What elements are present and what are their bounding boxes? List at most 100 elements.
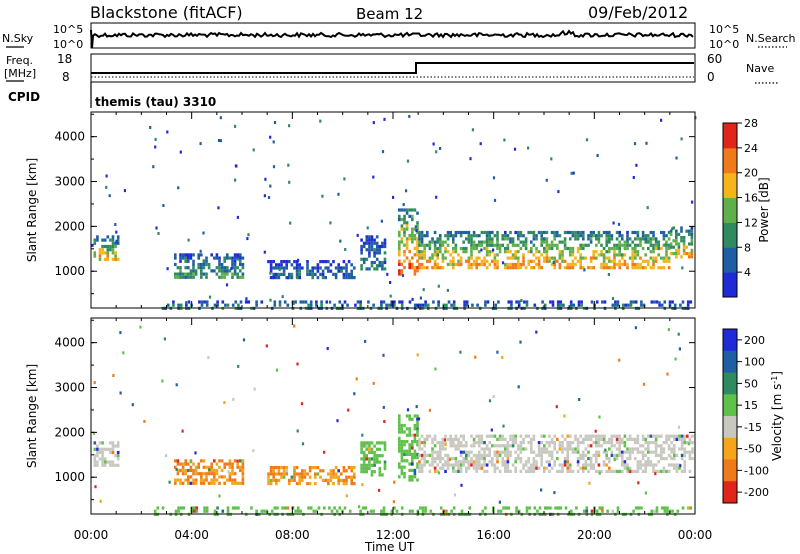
echo-pixel [179, 253, 182, 257]
echo-pixel [688, 450, 692, 454]
echo-pixel [298, 478, 301, 482]
echo-pixel [513, 147, 517, 151]
echo-pixel [383, 447, 387, 451]
echo-pixel [514, 262, 517, 267]
echo-pixel [566, 262, 569, 267]
echo-pixel [398, 427, 401, 431]
echo-pixel [569, 300, 573, 304]
echo-pixel [690, 226, 694, 230]
echo-pixel [398, 475, 401, 479]
echo-pixel [602, 441, 606, 445]
echo-pixel [532, 237, 536, 241]
echo-pixel [390, 300, 394, 304]
echo-pixel [96, 444, 99, 448]
echo-pixel [218, 259, 221, 263]
echo-pixel [488, 237, 491, 241]
echo-pixel [480, 248, 483, 252]
echo-pixel [670, 463, 673, 467]
echo-pixel [413, 427, 417, 431]
echo-pixel [392, 195, 395, 199]
echo-pixel [213, 472, 216, 476]
echo-pixel [337, 482, 340, 486]
echo-pixel [594, 429, 597, 433]
echo-pixel [532, 230, 536, 235]
echo-pixel [653, 509, 656, 513]
echo-pixel [467, 266, 471, 270]
echo-pixel [103, 460, 107, 464]
echo-pixel [647, 460, 650, 464]
echo-pixel [381, 264, 384, 268]
echo-pixel [373, 254, 376, 258]
echo-pixel [618, 469, 621, 473]
echo-pixel [378, 441, 382, 445]
echo-pixel [506, 246, 510, 251]
echo-pixel [296, 506, 300, 510]
echo-pixel [226, 272, 229, 276]
echo-pixel [571, 259, 575, 263]
echo-pixel [431, 437, 434, 441]
echo-pixel [373, 238, 376, 242]
echo-pixel [644, 234, 647, 238]
echo-pixel [372, 121, 375, 125]
echo-pixel [558, 234, 562, 238]
echo-pixel [416, 269, 419, 273]
echo-pixel [277, 263, 281, 267]
echo-pixel [691, 441, 694, 445]
echo-pixel [498, 450, 502, 454]
echo-pixel [524, 463, 528, 467]
echo-pixel [452, 262, 455, 267]
echo-pixel [444, 246, 447, 251]
echo-pixel [181, 253, 185, 257]
echo-pixel [413, 269, 417, 273]
echo-pixel [454, 250, 458, 254]
echo-pixel [350, 272, 353, 276]
echo-pixel [260, 509, 264, 513]
echo-pixel [602, 253, 606, 257]
echo-pixel [179, 478, 182, 482]
echo-pixel [563, 463, 567, 467]
echo-pixel [597, 450, 601, 454]
echo-pixel [465, 450, 468, 454]
echo-pixel [308, 482, 312, 486]
echo-pixel [493, 243, 497, 247]
echo-pixel [579, 259, 582, 263]
echo-pixel [411, 262, 414, 266]
echo-pixel [647, 246, 650, 251]
echo-pixel [215, 462, 219, 466]
echo-pixel [353, 266, 356, 270]
echo-pixel [587, 237, 590, 241]
echo-pixel [416, 353, 419, 357]
echo-pixel [177, 509, 180, 513]
echo-pixel [301, 442, 305, 446]
echo-pixel [582, 243, 585, 247]
echo-pixel [330, 509, 334, 513]
colorbar-block [723, 437, 737, 460]
echo-pixel [603, 300, 607, 304]
echo-pixel [626, 237, 629, 241]
echo-pixel [522, 463, 525, 467]
echo-pixel [370, 470, 374, 474]
echo-pixel [553, 243, 556, 247]
echo-pixel [566, 444, 569, 448]
echo-pixel [506, 460, 510, 464]
echo-pixel [174, 459, 177, 463]
echo-pixel [296, 362, 299, 366]
echo-pixel [628, 256, 632, 260]
echo-pixel [216, 303, 219, 307]
echo-pixel [373, 470, 376, 474]
echo-pixel [530, 450, 533, 454]
echo-pixel [172, 300, 175, 304]
echo-pixel [282, 272, 286, 276]
echo-pixel [682, 245, 686, 249]
colorbar-block [723, 459, 737, 482]
echo-pixel [671, 509, 674, 513]
echo-pixel [231, 259, 234, 263]
echo-pixel [550, 230, 554, 235]
echo-pixel [420, 457, 424, 461]
echo-pixel [574, 437, 577, 441]
echo-pixel [598, 506, 602, 510]
echo-pixel [213, 459, 216, 463]
echo-pixel [298, 472, 301, 476]
echo-pixel [373, 460, 376, 464]
echo-pixel [411, 478, 414, 482]
